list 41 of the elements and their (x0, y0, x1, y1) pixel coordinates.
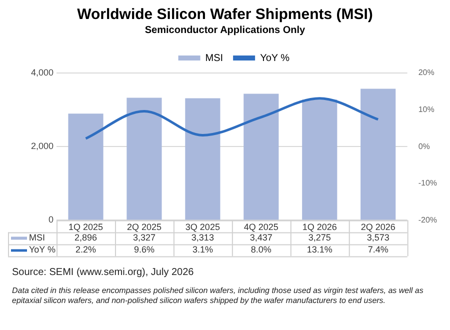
bar (126, 98, 162, 220)
data-label: 3,437 (250, 232, 272, 243)
y2-tick-label: 0% (418, 142, 430, 151)
data-label: 2,896 (74, 232, 98, 243)
bar (302, 100, 338, 220)
data-label: 3,313 (191, 232, 214, 243)
y-tick-label: 4,000 (30, 67, 54, 78)
x-tick-label: 1Q 2025 (68, 222, 104, 232)
x-tick-label: 3Q 2025 (185, 222, 220, 232)
x-tick-label: 2Q 2025 (126, 222, 162, 232)
x-tick-label: 4Q 2025 (244, 222, 278, 232)
data-label: 2.2% (76, 244, 96, 255)
text: MSI (29, 232, 46, 243)
y2-tick-label: -10% (418, 178, 438, 188)
bar (360, 88, 396, 220)
data-label: 3,327 (132, 232, 156, 243)
y2-tick-label: -20% (418, 215, 438, 224)
data-label: 7.4% (368, 244, 388, 255)
data-label: 3,573 (366, 232, 390, 243)
text: YoY % (29, 244, 56, 255)
legend-label: YoY % (260, 52, 290, 64)
y-tick-label: 2,000 (30, 141, 54, 152)
line-series (84, 97, 380, 140)
chart-subtitle: Semiconductor Applications Only (144, 24, 306, 37)
data-label: 13.1% (306, 244, 332, 255)
data-label: 3.1% (192, 244, 213, 255)
bar (244, 94, 279, 220)
bar (185, 98, 220, 220)
legend-label: MSI (205, 52, 224, 64)
x-tick-label: 2Q 2026 (360, 222, 396, 232)
data-label: 8.0% (250, 244, 272, 255)
text: Data cited in this release encompasses polished silicon wafers, including those used as virgin test wafers, as well as epitaxial silicon wafers, and non-polished silicon wafers shipped by the wafer manufacturers to end users. (12, 286, 424, 306)
bar (68, 114, 104, 220)
y-tick-label: 0 (48, 214, 54, 225)
x-tick-label: 1Q 2026 (302, 222, 337, 232)
y2-tick-label: 10% (418, 105, 434, 114)
data-label: 3,275 (308, 232, 331, 243)
data-label: 9.6% (134, 244, 154, 255)
source-note: Source: SEMI (www.semi.org), July 2026 (12, 267, 195, 278)
chart-title: Worldwide Silicon Wafer Shipments (MSI) (76, 5, 374, 24)
y2-tick-label: 20% (418, 68, 434, 78)
